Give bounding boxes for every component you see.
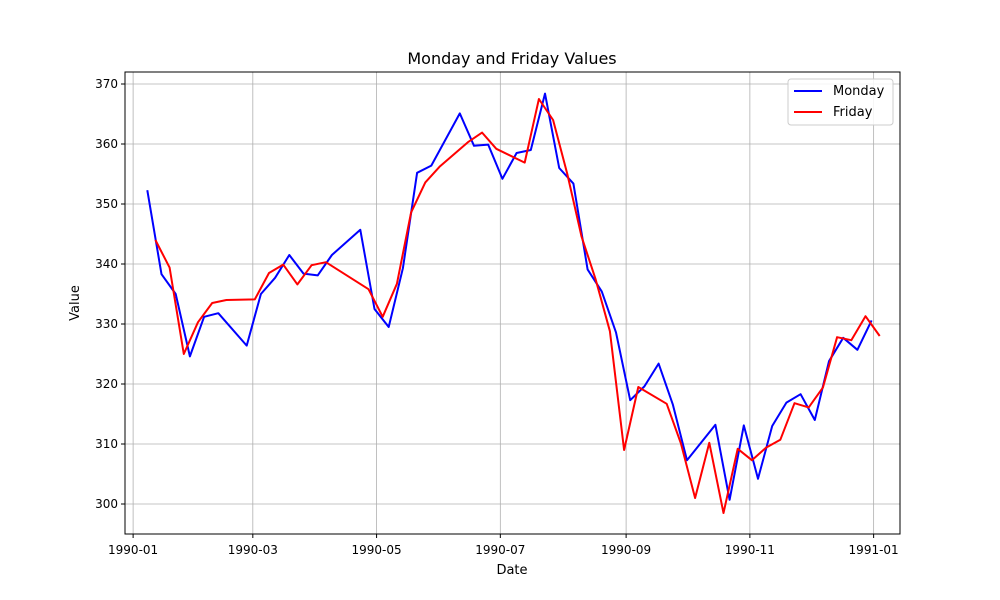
legend-label-friday: Friday <box>833 105 873 120</box>
x-tick-label: 1990-03 <box>228 543 278 557</box>
x-axis-ticks: 1990-01 1990-03 1990-05 1990-07 1990-09 1990-… <box>108 534 899 557</box>
y-axis-ticks: 300 310 320 330 340 350 360 370 <box>95 77 125 511</box>
x-tick-label: 1990-07 <box>475 543 525 557</box>
series-line-friday <box>154 98 881 514</box>
y-tick-label: 370 <box>95 77 118 91</box>
legend: Monday Friday <box>787 78 894 126</box>
y-tick-label: 310 <box>95 437 118 451</box>
x-tick-label: 1990-11 <box>725 543 775 557</box>
plot-frame <box>124 71 901 535</box>
x-tick-label: 1991-01 <box>849 543 899 557</box>
x-axis-label: Date <box>496 563 527 578</box>
x-tick-label: 1990-01 <box>108 543 158 557</box>
y-tick-label: 300 <box>95 497 118 511</box>
series-lines <box>146 92 881 514</box>
grid <box>125 72 900 534</box>
chart-title: Monday and Friday Values <box>407 49 616 68</box>
y-tick-label: 330 <box>95 317 118 331</box>
y-tick-label: 350 <box>95 197 118 211</box>
x-tick-label: 1990-09 <box>601 543 651 557</box>
series-line-monday <box>146 92 873 501</box>
y-tick-label: 340 <box>95 257 118 271</box>
y-axis-label: Value <box>68 285 83 321</box>
legend-label-monday: Monday <box>833 84 885 99</box>
y-tick-label: 320 <box>95 377 118 391</box>
y-tick-label: 360 <box>95 137 118 151</box>
x-tick-label: 1990-05 <box>352 543 402 557</box>
